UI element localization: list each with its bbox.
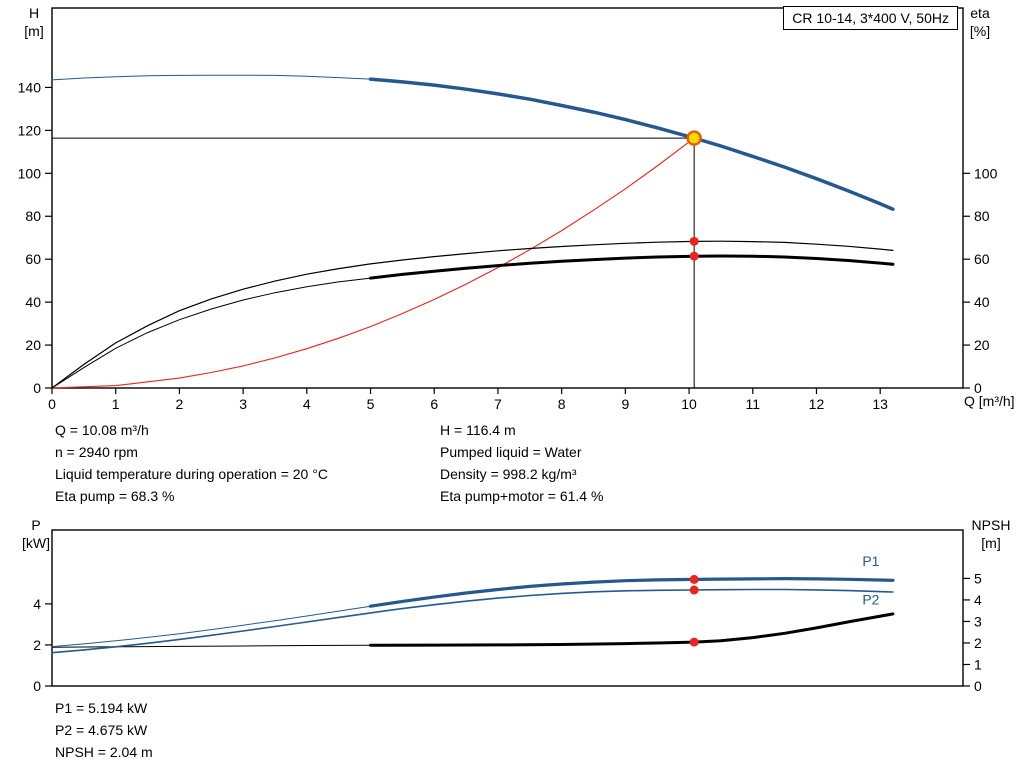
y-left-tick-label: 120 (18, 122, 42, 138)
eta-axis-symbol: eta (970, 5, 990, 21)
operating-dot (689, 236, 699, 246)
info-head: H = 116.4 m (440, 422, 516, 438)
x-tick-label: 10 (681, 396, 697, 412)
y-left-tick-label: 20 (25, 337, 41, 353)
y-left-tick-label: 60 (25, 251, 41, 267)
x-tick-label: 6 (430, 396, 438, 412)
eta-pump-motor-curve (369, 254, 895, 280)
operating-data-left: Q = 10.08 m³/h n = 2940 rpm Liquid tempe… (55, 419, 328, 507)
system-curve (51, 137, 695, 389)
y-right-tick-label: 100 (974, 165, 998, 181)
x-tick-label: 12 (809, 396, 825, 412)
operating-dot (689, 585, 699, 595)
x-tick-label: 8 (558, 396, 566, 412)
npsh-axis-title: NPSH [m] (962, 516, 1020, 552)
head-axis-symbol: H (28, 5, 40, 21)
info-speed: n = 2940 rpm (55, 444, 138, 460)
eta-axis-unit: [%] (969, 23, 991, 39)
x-tick-label: 2 (176, 396, 184, 412)
y-right-tick-label: 0 (974, 380, 982, 396)
npsh-axis-unit: [m] (981, 535, 1001, 551)
operating-dot (689, 251, 699, 261)
y-left-tick-label: 2 (33, 637, 41, 653)
pump-title-box: CR 10-14, 3*400 V, 50Hz (783, 6, 958, 30)
y-right-tick-label: 5 (974, 570, 982, 586)
eta-axis-title: eta [%] (958, 4, 1002, 40)
x-tick-label: 13 (872, 396, 888, 412)
info-eta-pump-motor: Eta pump+motor = 61.4 % (440, 488, 604, 504)
x-tick-label: 5 (367, 396, 375, 412)
y-left-tick-label: 140 (18, 79, 42, 95)
npsh-axis-symbol: NPSH (971, 517, 1011, 533)
series-label-p1: P1 (862, 553, 879, 569)
y-right-tick-label: 2 (974, 635, 982, 651)
head-curve-thin (51, 74, 371, 81)
npsh-curve-thin (51, 644, 371, 648)
y-left-tick-label: 80 (25, 208, 41, 224)
power-chart-frame (51, 529, 964, 687)
info-p2: P2 = 4.675 kW (55, 722, 148, 738)
info-p1: P1 = 5.194 kW (55, 700, 148, 716)
npsh-curve (369, 612, 895, 647)
y-right-tick-label: 80 (974, 208, 990, 224)
x-tick-label: 9 (621, 396, 629, 412)
y-right-tick-label: 40 (974, 294, 990, 310)
power-axis-title: P [kW] (12, 516, 60, 552)
y-left-tick-label: 4 (33, 596, 41, 612)
p2-curve (51, 588, 894, 654)
eta-pump-curve (51, 240, 894, 389)
y-left-tick-label: 100 (18, 165, 42, 181)
x-tick-label: 7 (494, 396, 502, 412)
y-right-tick-label: 4 (974, 592, 982, 608)
x-tick-label: 1 (112, 396, 120, 412)
info-npsh: NPSH = 2.04 m (55, 744, 153, 760)
eta-pump-motor-curve-thin (51, 277, 371, 389)
power-npsh-data: P1 = 5.194 kW P2 = 4.675 kW NPSH = 2.04 … (55, 697, 153, 763)
head-axis-title: H [m] (12, 4, 56, 40)
y-right-tick-label: 3 (974, 613, 982, 629)
info-density: Density = 998.2 kg/m³ (440, 466, 577, 482)
head-curve (368, 77, 895, 211)
qh-chart-frame (51, 7, 964, 389)
duty-point-marker[interactable] (686, 130, 702, 146)
operating-data-right: H = 116.4 m Pumped liquid = Water Densit… (440, 419, 603, 507)
series-label-p2: P2 (862, 591, 879, 607)
y-right-tick-label: 0 (974, 678, 982, 694)
x-tick-label: 0 (48, 396, 56, 412)
y-right-tick-label: 60 (974, 251, 990, 267)
power-axis-unit: [kW] (22, 535, 50, 551)
p1-curve-thin (51, 605, 371, 648)
y-right-tick-label: 20 (974, 337, 990, 353)
info-liquid-temperature: Liquid temperature during operation = 20… (55, 466, 328, 482)
operating-dot (689, 574, 699, 584)
x-tick-label: 3 (239, 396, 247, 412)
info-pumped-liquid: Pumped liquid = Water (440, 444, 582, 460)
info-eta-pump: Eta pump = 68.3 % (55, 488, 175, 504)
x-tick-label: 11 (745, 396, 760, 412)
flow-axis-label: Q [m³/h] (964, 393, 1015, 409)
info-flow: Q = 10.08 m³/h (55, 422, 149, 438)
y-left-tick-label: 0 (33, 678, 41, 694)
power-axis-symbol: P (31, 517, 41, 533)
x-tick-label: 4 (303, 396, 311, 412)
head-axis-unit: [m] (24, 23, 44, 39)
p1-curve (368, 577, 895, 608)
y-left-tick-label: 40 (25, 294, 41, 310)
y-right-tick-label: 1 (974, 656, 982, 672)
operating-dot (689, 637, 699, 647)
y-left-tick-label: 0 (33, 380, 41, 396)
